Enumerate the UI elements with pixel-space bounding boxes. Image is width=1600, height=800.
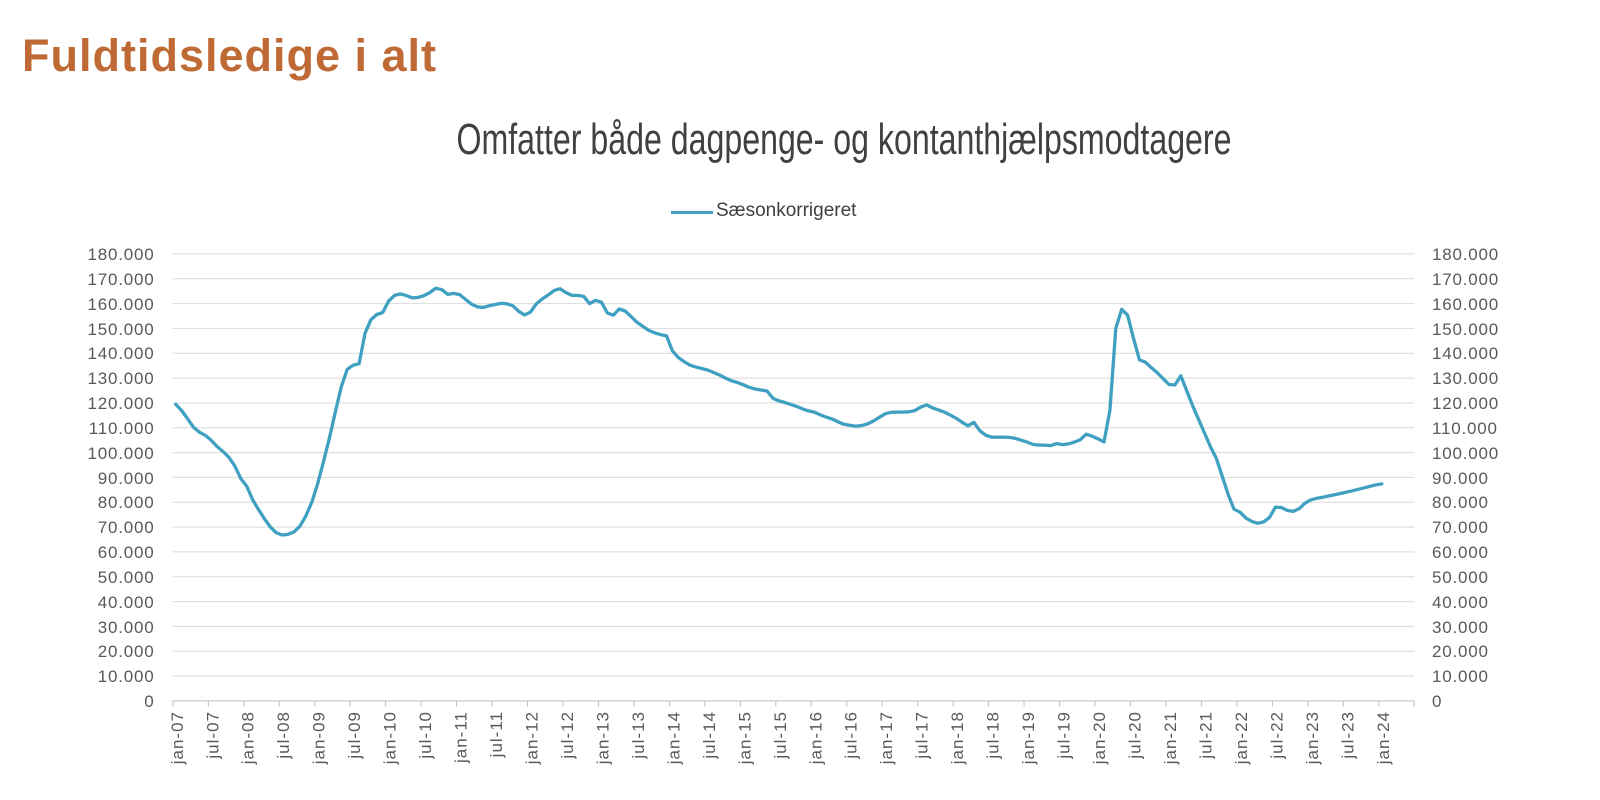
svg-text:jul-20: jul-20	[1126, 711, 1145, 760]
svg-text:jan-18: jan-18	[948, 711, 967, 765]
svg-text:jul-09: jul-09	[345, 711, 364, 760]
svg-text:jan-07: jan-07	[168, 711, 187, 765]
svg-text:jul-13: jul-13	[629, 711, 648, 760]
svg-text:jan-19: jan-19	[1019, 711, 1038, 765]
svg-text:jul-18: jul-18	[984, 711, 1003, 760]
svg-text:jul-19: jul-19	[1055, 711, 1074, 760]
svg-text:jul-14: jul-14	[700, 711, 719, 760]
svg-text:jan-09: jan-09	[310, 711, 329, 765]
svg-text:jul-07: jul-07	[203, 711, 222, 760]
svg-text:jan-21: jan-21	[1161, 711, 1180, 765]
svg-text:jul-10: jul-10	[416, 711, 435, 760]
svg-text:jul-17: jul-17	[913, 711, 932, 760]
svg-text:jul-08: jul-08	[274, 711, 293, 760]
svg-text:jan-20: jan-20	[1090, 711, 1109, 765]
svg-text:jul-12: jul-12	[558, 711, 577, 760]
svg-text:jul-22: jul-22	[1267, 711, 1286, 760]
svg-text:jul-15: jul-15	[771, 711, 790, 760]
svg-text:jul-11: jul-11	[487, 711, 506, 758]
svg-text:jan-08: jan-08	[239, 711, 258, 765]
svg-text:jan-23: jan-23	[1303, 711, 1322, 765]
svg-text:jan-10: jan-10	[381, 711, 400, 765]
svg-text:jul-16: jul-16	[842, 711, 861, 760]
svg-text:jan-22: jan-22	[1232, 711, 1251, 765]
svg-text:jan-14: jan-14	[664, 711, 683, 765]
svg-text:jan-11: jan-11	[452, 711, 471, 764]
svg-text:jan-13: jan-13	[593, 711, 612, 765]
svg-text:jan-24: jan-24	[1374, 711, 1393, 765]
svg-text:jan-12: jan-12	[523, 711, 542, 765]
svg-text:jul-21: jul-21	[1196, 711, 1215, 760]
svg-text:jan-16: jan-16	[806, 711, 825, 765]
svg-text:jan-15: jan-15	[735, 711, 754, 765]
svg-text:jan-17: jan-17	[877, 711, 896, 765]
svg-text:jul-23: jul-23	[1338, 711, 1357, 760]
